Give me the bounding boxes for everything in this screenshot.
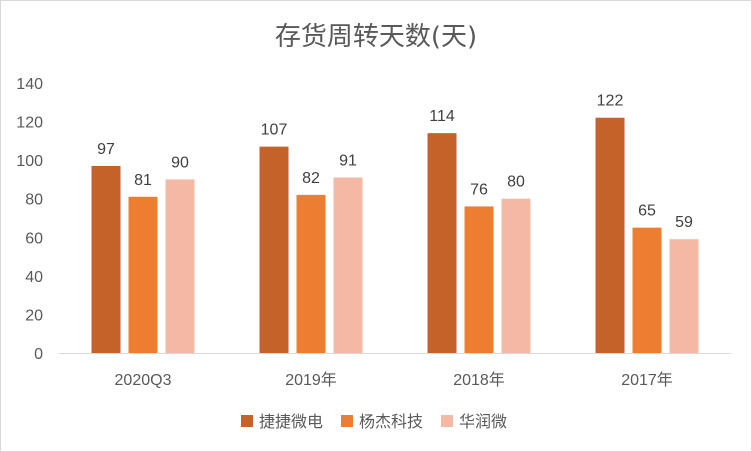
- chart-title: 存货周转天数(天): [275, 22, 477, 52]
- y-tick-label: 100: [16, 153, 43, 170]
- legend: 捷捷微电 杨杰科技 华润微: [241, 412, 507, 431]
- y-tick-label: 40: [25, 269, 43, 286]
- bar: [595, 117, 625, 353]
- y-tick-label: 0: [34, 346, 43, 363]
- data-label: 81: [134, 172, 152, 189]
- bar: [128, 196, 158, 353]
- data-label: 76: [470, 181, 488, 198]
- legend-swatch: [241, 415, 253, 427]
- legend-swatch: [341, 415, 353, 427]
- x-tick-label: 2020Q3: [115, 372, 172, 389]
- x-tick-label: 2018年: [453, 371, 505, 389]
- legend-swatch: [441, 415, 453, 427]
- y-axis: 0 20 40 60 80 100 120 140: [16, 76, 43, 363]
- bar: [669, 239, 699, 353]
- data-labels-group: 97 81 90 107 82 91 114 76 80 122 65 59: [97, 93, 693, 231]
- bar: [501, 198, 531, 353]
- legend-label: 杨杰科技: [359, 412, 423, 431]
- y-tick-label: 140: [16, 76, 43, 93]
- legend-label: 华润微: [459, 412, 507, 431]
- data-label: 97: [97, 141, 115, 158]
- data-label: 107: [261, 122, 288, 139]
- data-label: 59: [675, 214, 693, 231]
- bar: [91, 165, 121, 353]
- data-label: 91: [339, 153, 357, 170]
- category-labels-group: 2020Q3 2019年 2018年 2017年: [115, 371, 673, 389]
- y-tick-label: 120: [16, 115, 43, 132]
- data-label: 82: [302, 170, 320, 187]
- y-tick-label: 60: [25, 230, 43, 247]
- legend-label: 捷捷微电: [259, 412, 323, 431]
- y-tick-label: 20: [25, 307, 43, 324]
- data-label: 114: [429, 108, 455, 125]
- bar: [259, 146, 289, 353]
- data-label: 65: [638, 203, 656, 220]
- bar: [427, 133, 457, 353]
- x-tick-label: 2017年: [621, 371, 673, 389]
- bar: [165, 179, 195, 353]
- data-label: 122: [597, 93, 624, 110]
- bars-group: [91, 117, 699, 353]
- bar: [333, 177, 363, 353]
- bar: [296, 194, 326, 353]
- data-label: 90: [171, 154, 189, 171]
- x-tick-label: 2019年: [285, 371, 337, 389]
- data-label: 80: [507, 174, 525, 191]
- y-tick-label: 80: [25, 192, 43, 209]
- bar: [632, 227, 662, 353]
- bar: [464, 206, 494, 353]
